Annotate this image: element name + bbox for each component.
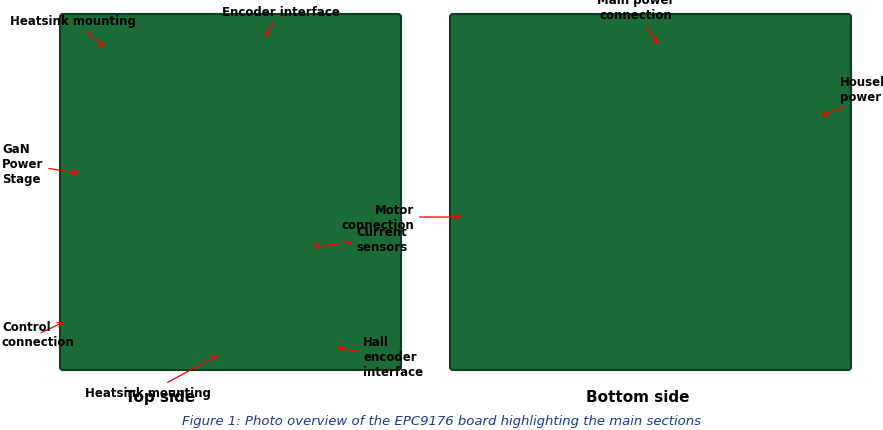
Text: GaN
Power
Stage: GaN Power Stage: [2, 143, 78, 186]
FancyBboxPatch shape: [450, 15, 851, 370]
Text: Motor
connection: Motor connection: [341, 203, 460, 231]
Text: Housekeeping
power supply: Housekeeping power supply: [822, 76, 883, 117]
Text: Top side: Top side: [125, 390, 195, 405]
Text: Bottom side: Bottom side: [586, 390, 690, 405]
Text: Heatsink mounting: Heatsink mounting: [85, 356, 216, 399]
Text: Control
connection: Control connection: [2, 320, 75, 348]
Text: Encoder interface: Encoder interface: [222, 6, 340, 37]
Text: Main power
connection: Main power connection: [597, 0, 675, 44]
Text: Figure 1: Photo overview of the EPC9176 board highlighting the main sections: Figure 1: Photo overview of the EPC9176 …: [182, 415, 700, 427]
Text: Current
sensors: Current sensors: [314, 225, 407, 253]
Text: Heatsink mounting: Heatsink mounting: [10, 15, 136, 47]
FancyBboxPatch shape: [60, 15, 401, 370]
Text: Hall
encoder
interface: Hall encoder interface: [337, 336, 423, 379]
